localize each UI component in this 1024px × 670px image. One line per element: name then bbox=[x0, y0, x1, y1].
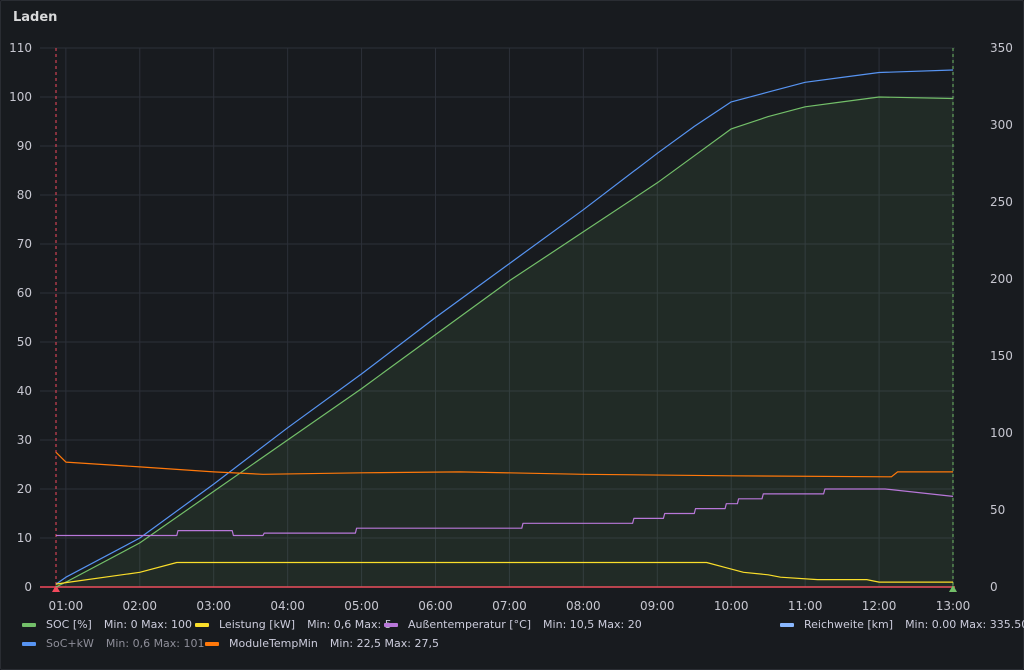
y-right-tick-label: 300 bbox=[990, 118, 1013, 132]
x-tick-label: 08:00 bbox=[566, 599, 601, 613]
legend-stats: Min: 0 Max: 100 bbox=[104, 618, 192, 631]
x-tick-label: 11:00 bbox=[788, 599, 823, 613]
x-tick-label: 13:00 bbox=[936, 599, 971, 613]
legend-stats: Min: 22,5 Max: 27,5 bbox=[330, 637, 439, 650]
series-line-module_temp[interactable] bbox=[55, 451, 953, 478]
y-left-tick-label: 100 bbox=[9, 90, 32, 104]
x-tick-label: 03:00 bbox=[196, 599, 231, 613]
x-tick-label: 10:00 bbox=[714, 599, 749, 613]
x-tick-label: 01:00 bbox=[49, 599, 84, 613]
series-line-soc_kw[interactable] bbox=[55, 69, 954, 585]
legend-item-soc[interactable]: SOC [%] Min: 0 Max: 100 bbox=[22, 618, 192, 631]
legend-label: ModuleTempMin bbox=[229, 637, 318, 650]
series-line-aussen[interactable] bbox=[56, 488, 954, 537]
y-left-tick-label: 50 bbox=[17, 335, 32, 349]
legend-swatch bbox=[780, 623, 794, 627]
annotation-end-icon[interactable] bbox=[949, 585, 957, 592]
legend-stats: Min: 0,6 Max: 101 bbox=[106, 637, 205, 650]
x-tick-label: 06:00 bbox=[418, 599, 453, 613]
y-left-tick-label: 10 bbox=[17, 531, 32, 545]
series-line-leistung[interactable] bbox=[55, 561, 953, 585]
y-left-tick-label: 30 bbox=[17, 433, 32, 447]
legend-swatch bbox=[195, 623, 209, 627]
x-tick-label: 12:00 bbox=[862, 599, 897, 613]
legend-item-reichweite[interactable]: Reichweite [km] Min: 0.00 Max: 335.50 bbox=[780, 618, 1024, 631]
legend-item-leistung[interactable]: Leistung [kW] Min: 0,6 Max: 5 bbox=[195, 618, 392, 631]
series-line-soc[interactable] bbox=[55, 96, 954, 588]
y-left-tick-label: 40 bbox=[17, 384, 32, 398]
x-tick-label: 09:00 bbox=[640, 599, 675, 613]
legend-swatch bbox=[384, 623, 398, 627]
y-right-tick-label: 150 bbox=[990, 349, 1013, 363]
legend-item-soc_kw[interactable]: SoC+kW Min: 0,6 Max: 101 bbox=[22, 637, 205, 650]
x-tick-label: 07:00 bbox=[492, 599, 527, 613]
legend-swatch bbox=[205, 642, 219, 646]
legend-label: Reichweite [km] bbox=[804, 618, 893, 631]
y-left-tick-label: 60 bbox=[17, 286, 32, 300]
y-left-tick-label: 0 bbox=[24, 580, 32, 594]
series-area-soc bbox=[56, 97, 953, 587]
y-right-tick-label: 200 bbox=[990, 272, 1013, 286]
legend-stats: Min: 0.00 Max: 335.50 bbox=[905, 618, 1024, 631]
y-right-tick-label: 50 bbox=[990, 503, 1005, 517]
legend-stats: Min: 0,6 Max: 5 bbox=[307, 618, 392, 631]
x-tick-label: 02:00 bbox=[122, 599, 157, 613]
legend-label: SoC+kW bbox=[46, 637, 94, 650]
legend-stats: Min: 10,5 Max: 20 bbox=[543, 618, 642, 631]
y-left-tick-label: 90 bbox=[17, 139, 32, 153]
legend-item-module_temp[interactable]: ModuleTempMin Min: 22,5 Max: 27,5 bbox=[205, 637, 439, 650]
y-left-tick-label: 70 bbox=[17, 237, 32, 251]
y-left-tick-label: 80 bbox=[17, 188, 32, 202]
legend-swatch bbox=[22, 623, 36, 627]
y-right-tick-label: 100 bbox=[990, 426, 1013, 440]
y-right-tick-label: 250 bbox=[990, 195, 1013, 209]
x-tick-label: 04:00 bbox=[270, 599, 305, 613]
y-left-tick-label: 110 bbox=[9, 41, 32, 55]
legend-item-aussen[interactable]: Außentemperatur [°C] Min: 10,5 Max: 20 bbox=[384, 618, 642, 631]
legend-label: Außentemperatur [°C] bbox=[408, 618, 531, 631]
legend-label: SOC [%] bbox=[46, 618, 92, 631]
x-tick-label: 05:00 bbox=[344, 599, 379, 613]
y-right-tick-label: 0 bbox=[990, 580, 998, 594]
y-left-tick-label: 20 bbox=[17, 482, 32, 496]
legend-label: Leistung [kW] bbox=[219, 618, 295, 631]
y-right-tick-label: 350 bbox=[990, 41, 1013, 55]
panel-title[interactable]: Laden bbox=[13, 10, 58, 25]
legend-swatch bbox=[22, 642, 36, 646]
annotation-start-icon[interactable] bbox=[52, 585, 60, 592]
